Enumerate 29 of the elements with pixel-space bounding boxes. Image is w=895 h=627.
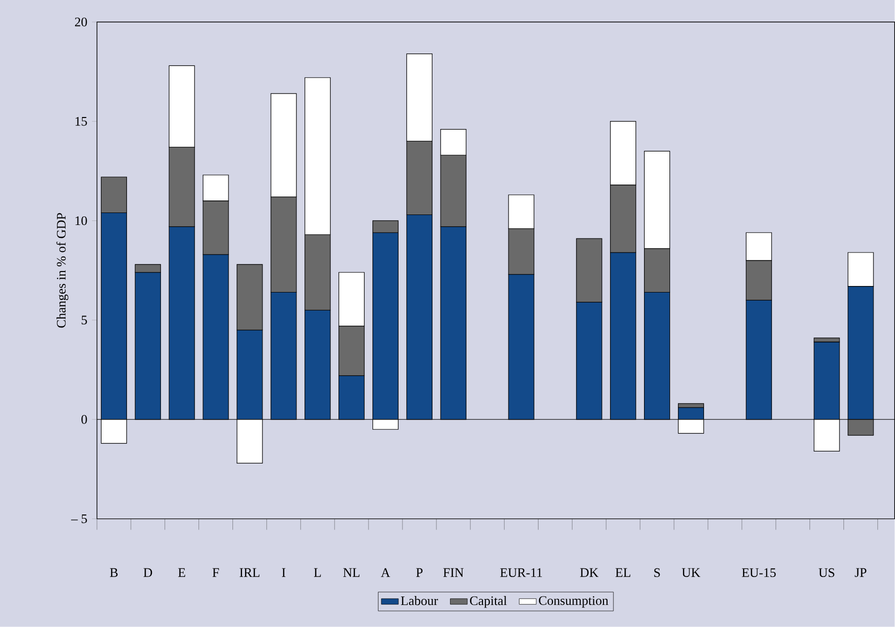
x-tick-label: F <box>212 568 219 577</box>
legend-label: Capital <box>470 596 507 608</box>
y-tick-label: 15 <box>76 117 87 126</box>
x-tick-label: P <box>416 568 423 577</box>
x-tick-label: US <box>818 568 834 578</box>
x-tick-label: EU-15 <box>742 568 776 578</box>
y-tick-label: 0 <box>81 415 87 424</box>
y-tick-label: 5 <box>82 316 87 325</box>
x-tick-label: IRL <box>240 568 260 577</box>
x-tick-label: NL <box>343 568 360 577</box>
x-tick-label: EL <box>616 568 630 577</box>
x-tick-label: E <box>178 568 186 577</box>
legend-label: Labour <box>400 596 438 606</box>
x-tick-label: FIN <box>443 568 464 577</box>
x-tick-label: L <box>314 568 321 577</box>
y-axis-title: Changes in % of GDP <box>56 213 68 328</box>
x-tick-label: DK <box>580 568 598 577</box>
x-tick-label: I <box>282 568 286 577</box>
y-tick-label: – 5 <box>71 514 87 524</box>
y-tick-label: 10 <box>76 216 87 226</box>
legend-label: Consumption <box>538 596 608 608</box>
y-tick-label: 20 <box>75 18 87 26</box>
x-tick-label: A <box>380 568 390 578</box>
x-tick-label: JP <box>854 568 866 578</box>
x-tick-label: D <box>144 568 152 577</box>
x-tick-label: UK <box>682 568 700 578</box>
x-tick-label: S <box>654 568 660 578</box>
x-tick-label: EUR-11 <box>500 568 542 578</box>
x-tick-label: B <box>110 568 118 577</box>
